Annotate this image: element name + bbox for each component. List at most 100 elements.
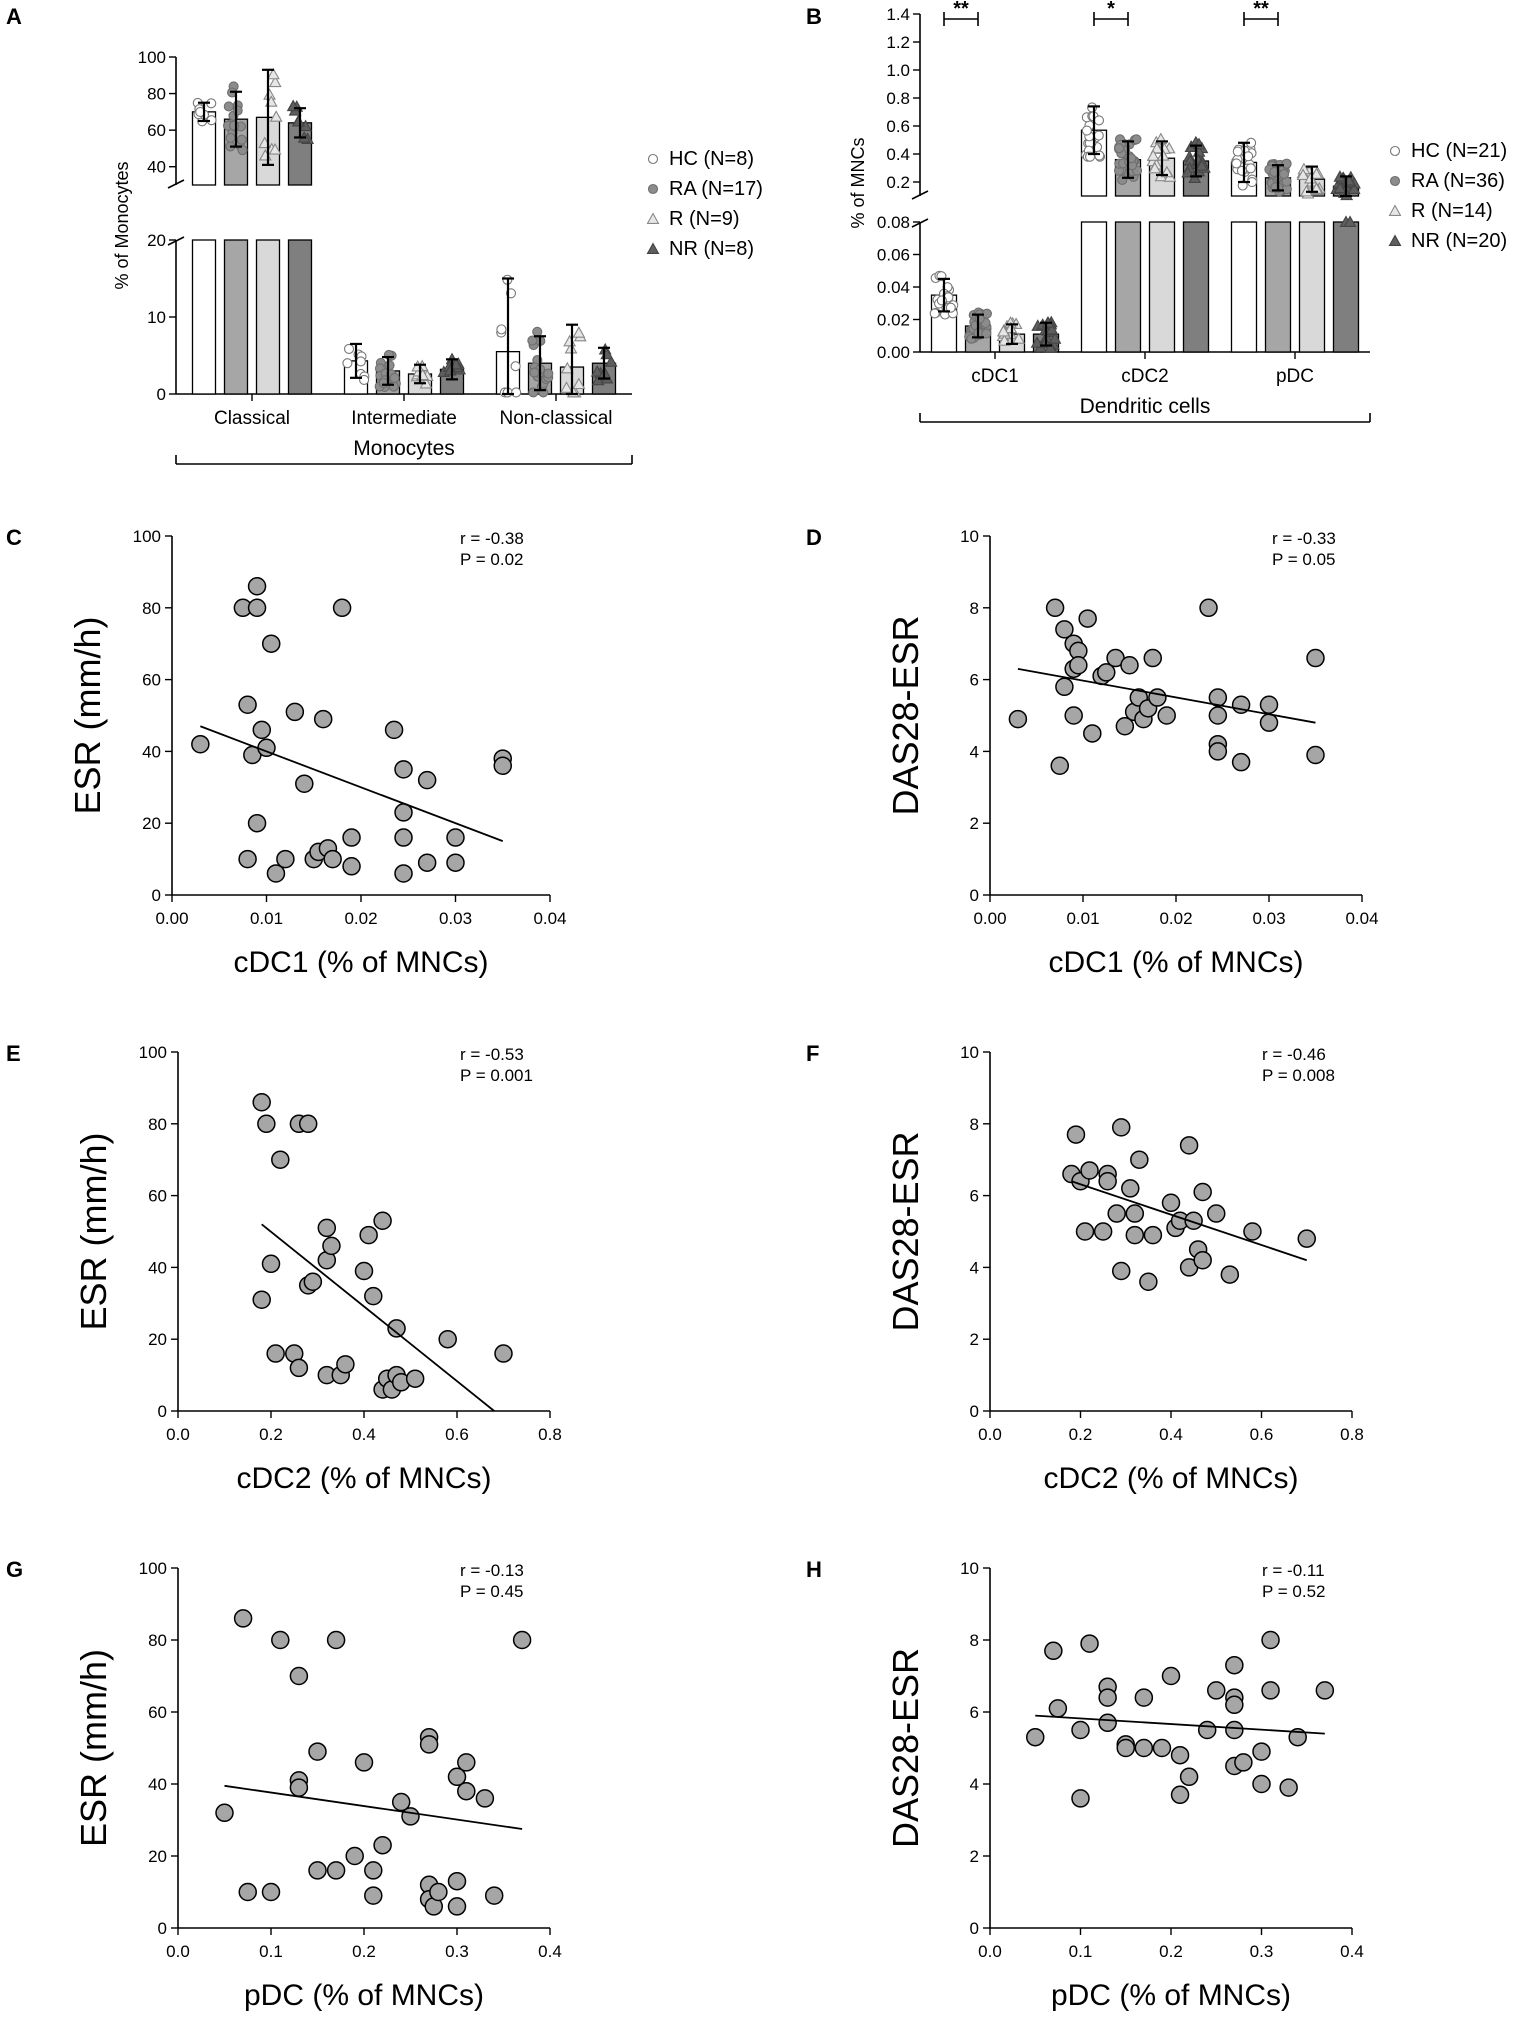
y-tick-label-c: 60 [142, 671, 161, 690]
data-point-f [1130, 1150, 1149, 1169]
data-point-f [1075, 1222, 1095, 1241]
bar-data-point-a [388, 381, 399, 392]
y-tick-label-g: 40 [148, 1775, 167, 1794]
data-point-g [233, 1609, 253, 1628]
bar-data-point-a [355, 356, 366, 367]
data-point-h [1225, 1720, 1244, 1740]
r-value-h: r = -0.11 [1262, 1561, 1325, 1580]
data-point-c [295, 774, 314, 793]
y-tick-label-h: 0 [970, 1919, 979, 1938]
data-point-h [1225, 1695, 1244, 1715]
data-point-c [446, 853, 465, 872]
data-point-h [1261, 1681, 1280, 1700]
bar-data-point-b [997, 324, 1010, 337]
data-point-f [1125, 1225, 1145, 1245]
data-point-f [1139, 1272, 1158, 1292]
bar-b [1114, 221, 1142, 353]
bar-data-point-a [532, 326, 543, 337]
y-tick-label-a: 0 [157, 385, 166, 404]
data-point-h [1098, 1688, 1117, 1707]
x-tick-label-d: 0.02 [1159, 909, 1192, 928]
y-tick-label-f: 6 [970, 1187, 979, 1206]
legend-marker-a [646, 212, 660, 224]
data-point-d [1143, 648, 1162, 668]
bar-data-point-b [1030, 336, 1044, 348]
x-tick-label-h: 0.4 [1340, 1942, 1364, 1961]
data-point-f [1125, 1204, 1145, 1223]
data-point-f [1093, 1222, 1113, 1241]
y-tick-label-b: 0.6 [886, 117, 910, 136]
data-point-h [1152, 1738, 1172, 1758]
y-tick-label-h: 4 [970, 1775, 979, 1794]
x-tick-label-h: 0.2 [1159, 1942, 1183, 1961]
data-point-d [1120, 655, 1139, 675]
regression-line-f [1071, 1180, 1308, 1262]
data-point-f [1161, 1193, 1181, 1213]
y-axis-title-h: DAS28-ESR [885, 1648, 926, 1848]
data-point-h [1161, 1666, 1181, 1686]
data-point-g [261, 1882, 281, 1902]
data-point-g [457, 1781, 476, 1801]
legend-label-b: HC (N=21) [1411, 140, 1507, 162]
bar-data-point-b [1232, 146, 1243, 157]
data-point-d [1208, 706, 1228, 725]
bar-data-point-a [496, 324, 507, 335]
legend-marker-b [1388, 204, 1402, 216]
panel-letter-c: C [6, 525, 22, 550]
chart-g-scatter: 0 20 40 60 80 100 0.0 0.1 0.2 0.3 0.4 pDC (% of MNC… [73, 1559, 562, 2012]
y-tick-label-b: 0.08 [877, 213, 910, 232]
significance-label-b: ** [953, 0, 969, 20]
bar-data-point-b [1012, 332, 1026, 344]
data-point-f [1220, 1265, 1240, 1284]
data-point-h [1315, 1681, 1335, 1700]
bar-b [1230, 221, 1258, 353]
chart-d-scatter: 0 2 4 6 8 10 0.00 0.01 0.02 0.03 0.04 cDC1 (% of MN… [885, 527, 1379, 979]
legend-marker-a [647, 183, 659, 195]
data-point-e [252, 1093, 271, 1112]
x-tick-label-c: 0.02 [344, 909, 377, 928]
y-tick-label-g: 100 [139, 1559, 167, 1578]
p-value-h: P = 0.52 [1262, 1582, 1326, 1601]
bar-data-point-b [1310, 167, 1323, 179]
data-point-d [1259, 695, 1279, 714]
y-tick-label-b: 1.4 [886, 5, 910, 24]
data-point-d [1208, 742, 1228, 761]
data-point-g [391, 1792, 411, 1812]
y-tick-label-d: 8 [970, 599, 979, 618]
data-point-d [1069, 655, 1088, 675]
y-tick-label-a: 80 [147, 85, 166, 104]
data-point-d [1199, 598, 1218, 618]
data-point-g [401, 1807, 420, 1826]
data-point-d [1064, 706, 1083, 725]
chart-b-bar: 0.00 0.02 0.04 0.06 0.08 0.2 0.4 0.6 0.8 1.0 1.2 1.… [848, 0, 1507, 423]
axis-break-mark-a [167, 179, 185, 189]
x-tick-label-c: 0.03 [439, 909, 472, 928]
significance-label-b: * [1107, 0, 1115, 20]
data-point-g [457, 1753, 476, 1772]
x-tick-label-c: 0.01 [250, 909, 283, 928]
data-point-h [1207, 1681, 1226, 1700]
bar-data-point-a [292, 114, 306, 127]
y-tick-label-b: 1.2 [886, 33, 910, 52]
bar-data-point-a [449, 357, 463, 370]
bar-data-point-b [1043, 340, 1057, 353]
data-point-h [1252, 1742, 1271, 1761]
bar-a [191, 239, 217, 395]
data-point-c [332, 598, 352, 618]
chart-h-scatter: 0 2 4 6 8 10 0.0 0.1 0.2 0.3 0.4 pDC (% of MNCs) DAS… [885, 1559, 1364, 2012]
p-value-c: P = 0.02 [460, 550, 524, 569]
data-point-g [419, 1735, 439, 1754]
y-tick-label-b: 1.0 [886, 61, 910, 80]
data-point-c [247, 598, 267, 618]
x-axis-title-h: pDC (% of MNCs) [1051, 1979, 1291, 2012]
bar-data-point-a [529, 367, 540, 378]
x-tick-label-f: 0.8 [1340, 1425, 1364, 1444]
x-tick-label-g: 0.3 [445, 1942, 469, 1961]
data-point-d [1045, 598, 1065, 618]
bar-data-point-a [590, 365, 604, 377]
bar-data-point-a [343, 343, 355, 355]
bar-data-point-b [1296, 168, 1310, 181]
legend-marker-b [1389, 145, 1401, 157]
data-point-c [446, 828, 465, 847]
